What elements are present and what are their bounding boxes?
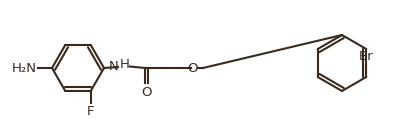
Text: H: H (120, 58, 130, 72)
Text: O: O (188, 61, 198, 75)
Text: F: F (87, 105, 95, 118)
Text: N: N (109, 60, 119, 73)
Text: O: O (141, 86, 152, 99)
Text: H₂N: H₂N (12, 61, 37, 75)
Text: Br: Br (359, 50, 374, 63)
